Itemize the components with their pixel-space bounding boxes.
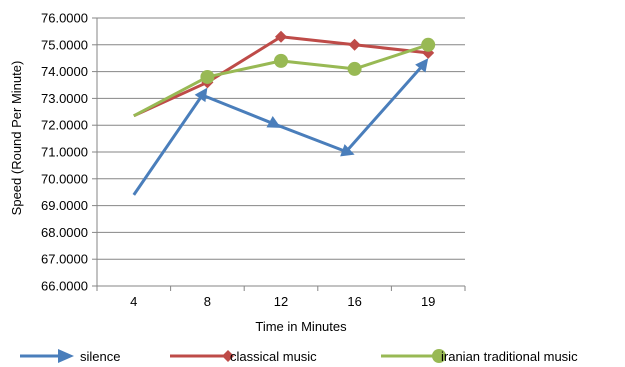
y-tick-label: 76.0000 <box>41 11 88 26</box>
gridlines <box>97 17 465 287</box>
x-tick-labels: 4 8 12 16 19 <box>130 294 435 309</box>
legend-marker <box>58 349 74 363</box>
y-tick-label: 75.0000 <box>41 37 88 52</box>
data-point <box>274 53 288 68</box>
y-tick-label: 71.0000 <box>41 145 88 160</box>
legend-label: silence <box>80 349 120 364</box>
axes <box>92 17 466 291</box>
series-line <box>132 64 424 196</box>
data-point <box>348 38 361 51</box>
series-silence <box>132 58 429 196</box>
series-lines <box>132 30 436 196</box>
data-point <box>421 37 436 52</box>
data-point <box>415 58 429 73</box>
y-tick-label: 69.0000 <box>41 198 88 213</box>
x-tick-label: 4 <box>130 294 137 309</box>
legend-item: silence <box>20 349 120 364</box>
legend-item: classical music <box>170 349 317 364</box>
legend-label: iranian traditional music <box>441 349 578 364</box>
series-iranian-traditional-music <box>133 37 436 118</box>
x-axis-title: Time in Minutes <box>255 319 347 334</box>
legend-marker <box>432 349 446 363</box>
legend-marker <box>222 350 234 362</box>
x-tick-label: 19 <box>421 294 435 309</box>
y-tick-label: 70.0000 <box>41 171 88 186</box>
data-point <box>340 144 355 157</box>
y-tick-label: 66.0000 <box>41 279 88 294</box>
y-tick-labels: 66.0000 67.0000 68.0000 69.0000 70.0000 71.00… <box>41 11 88 294</box>
data-point <box>200 69 215 84</box>
y-tick-label: 73.0000 <box>41 91 88 106</box>
data-point <box>275 30 287 43</box>
legend-label: classical music <box>230 349 317 364</box>
legend: silence classical music iranian traditiona… <box>20 349 578 364</box>
data-point <box>266 115 281 128</box>
data-point <box>347 61 362 76</box>
y-tick-label: 72.0000 <box>41 118 88 133</box>
y-tick-label: 74.0000 <box>41 64 88 79</box>
y-tick-label: 67.0000 <box>41 252 88 267</box>
x-tick-label: 8 <box>204 294 211 309</box>
y-tick-label: 68.0000 <box>41 225 88 240</box>
series-line <box>133 35 429 118</box>
x-tick-label: 16 <box>347 294 361 309</box>
x-tick-label: 12 <box>274 294 288 309</box>
data-point <box>194 87 208 103</box>
legend-item: iranian traditional music <box>381 349 578 364</box>
y-axis-title: Speed (Round Per Minute) <box>9 61 24 216</box>
